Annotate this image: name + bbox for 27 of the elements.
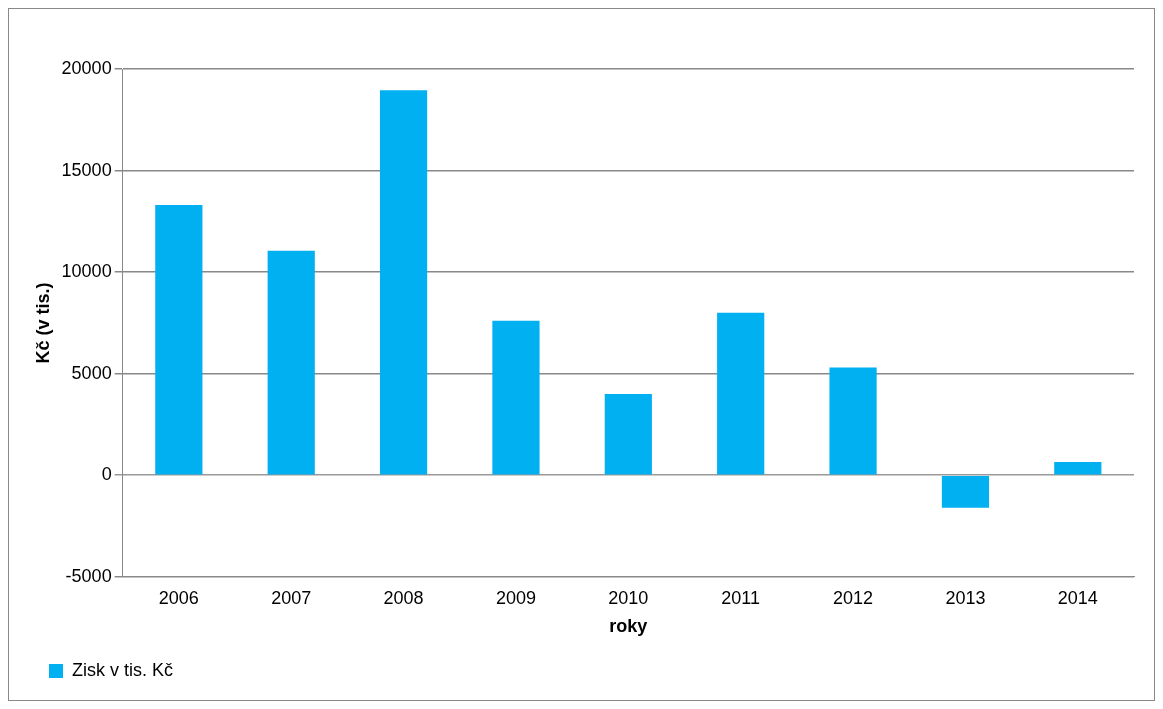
bar [267,250,315,475]
bar [379,90,428,475]
x-tick-label: 2013 [945,587,986,608]
x-tick-label: 2012 [833,587,874,608]
x-tick-label: 2009 [495,587,536,608]
y-tick-label: -5000 [65,565,112,586]
bar [492,320,540,475]
x-tick-label: 2007 [271,587,312,608]
bar [829,367,877,475]
y-tick-label: 0 [101,464,112,485]
x-tick-label: 2006 [158,587,199,608]
y-tick-label: 20000 [61,57,112,78]
x-tick-label: 2011 [721,587,761,608]
y-tick-label: 15000 [61,159,112,180]
x-axis-title: roky [609,616,648,637]
x-tick-label: 2014 [1057,587,1098,608]
bar [941,475,990,508]
bar [1054,462,1102,475]
bar [604,393,652,475]
x-tick-label: 2008 [383,587,424,608]
y-axis-title: Kč (v tis.) [32,282,53,364]
bar [717,312,765,475]
bar [155,205,203,475]
legend-label: Zisk v tis. Kč [72,659,174,680]
x-tick-label: 2010 [608,587,649,608]
y-tick-label: 10000 [61,261,112,282]
y-tick-label: 5000 [71,362,112,383]
